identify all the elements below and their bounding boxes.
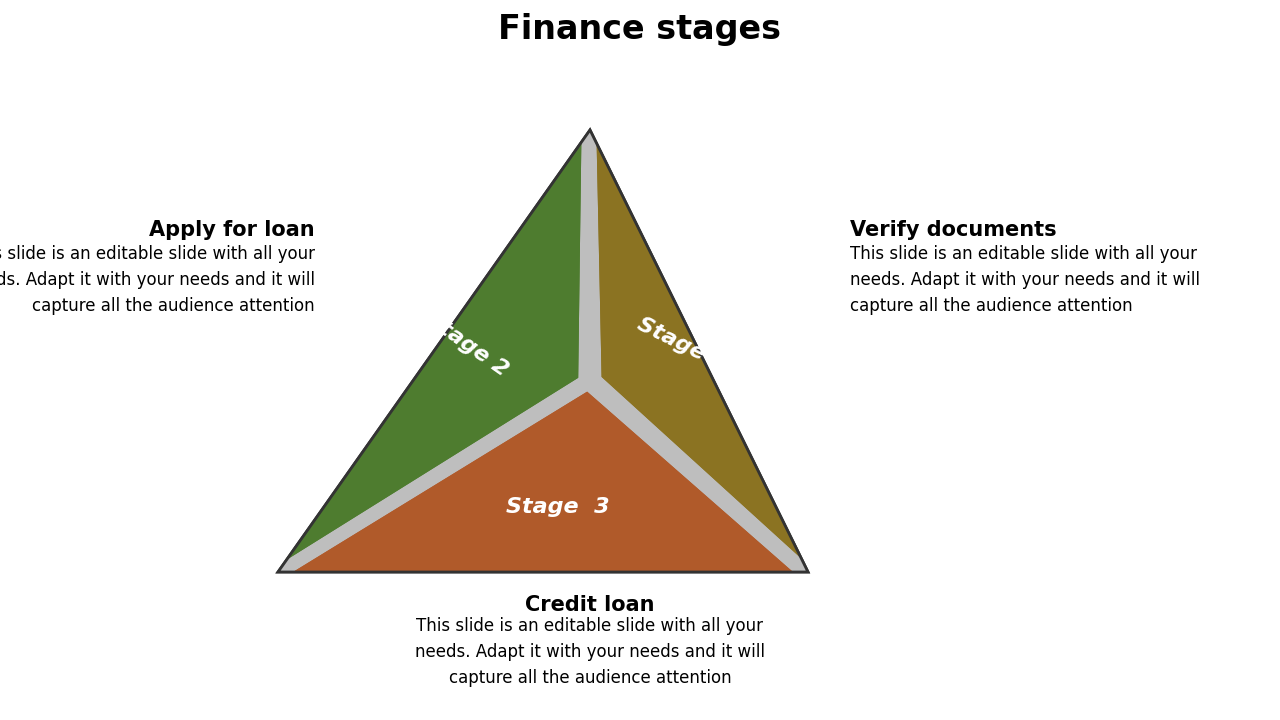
Polygon shape — [287, 143, 581, 559]
Polygon shape — [278, 130, 590, 572]
Text: Stage  3: Stage 3 — [506, 497, 609, 517]
Text: This slide is an editable slide with all your
needs. Adapt it with your needs an: This slide is an editable slide with all… — [850, 245, 1201, 315]
Polygon shape — [287, 143, 581, 559]
Polygon shape — [596, 143, 801, 559]
Polygon shape — [278, 130, 808, 572]
Polygon shape — [293, 392, 794, 572]
Polygon shape — [596, 143, 801, 559]
Text: Verify documents: Verify documents — [850, 220, 1056, 240]
Text: This slide is an editable slide with all your
needs. Adapt it with your needs an: This slide is an editable slide with all… — [415, 616, 765, 688]
Text: Stage 1: Stage 1 — [634, 315, 728, 375]
Polygon shape — [278, 130, 808, 572]
Text: Apply for loan: Apply for loan — [150, 220, 315, 240]
Text: Finance stages: Finance stages — [498, 14, 782, 47]
Text: Credit loan: Credit loan — [525, 595, 655, 615]
Text: Stage 2: Stage 2 — [422, 309, 512, 381]
Polygon shape — [590, 130, 808, 572]
Text: This slide is an editable slide with all your
needs. Adapt it with your needs an: This slide is an editable slide with all… — [0, 245, 315, 315]
Polygon shape — [293, 392, 794, 572]
